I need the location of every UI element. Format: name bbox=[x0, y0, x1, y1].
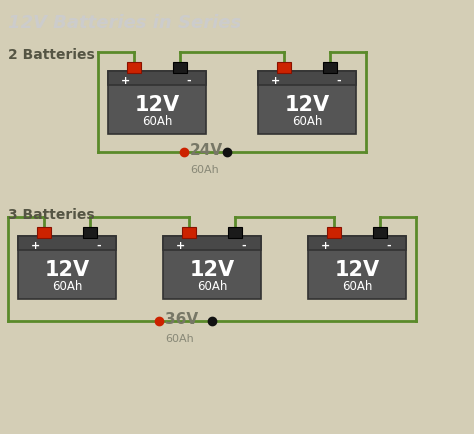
Text: 60Ah: 60Ah bbox=[342, 279, 372, 292]
Bar bbox=[228, 227, 242, 238]
Bar bbox=[308, 237, 406, 299]
Bar bbox=[128, 63, 141, 74]
Text: 60Ah: 60Ah bbox=[165, 333, 194, 343]
Text: 60Ah: 60Ah bbox=[292, 115, 322, 128]
Bar bbox=[322, 63, 337, 74]
Bar bbox=[258, 72, 356, 86]
Text: -: - bbox=[241, 240, 246, 250]
Text: +: + bbox=[31, 240, 40, 250]
Text: -: - bbox=[186, 76, 191, 86]
Bar bbox=[277, 63, 292, 74]
Bar bbox=[108, 72, 206, 135]
Text: 24V: 24V bbox=[190, 143, 223, 158]
Bar bbox=[308, 237, 406, 250]
Bar bbox=[258, 72, 356, 135]
Text: 60Ah: 60Ah bbox=[197, 279, 227, 292]
Text: +: + bbox=[176, 240, 185, 250]
Text: +: + bbox=[121, 76, 130, 86]
Text: 60Ah: 60Ah bbox=[142, 115, 172, 128]
Text: 12V: 12V bbox=[335, 259, 380, 279]
Text: 2 Batteries: 2 Batteries bbox=[8, 48, 95, 62]
Bar bbox=[37, 227, 52, 238]
Bar bbox=[18, 237, 116, 250]
Bar bbox=[82, 227, 97, 238]
Text: 3 Batteries: 3 Batteries bbox=[8, 207, 95, 221]
Text: 12V: 12V bbox=[45, 259, 90, 279]
Bar bbox=[173, 63, 187, 74]
Bar bbox=[163, 237, 261, 299]
Text: -: - bbox=[336, 76, 341, 86]
Text: 12V: 12V bbox=[284, 95, 329, 114]
Text: 60Ah: 60Ah bbox=[52, 279, 82, 292]
Text: +: + bbox=[321, 240, 330, 250]
Text: 12V: 12V bbox=[135, 95, 180, 114]
Bar bbox=[328, 227, 341, 238]
Bar bbox=[108, 72, 206, 86]
Bar bbox=[182, 227, 196, 238]
Text: +: + bbox=[271, 76, 280, 86]
Bar bbox=[163, 237, 261, 250]
Text: 36V: 36V bbox=[165, 312, 198, 327]
Text: 12V: 12V bbox=[190, 259, 235, 279]
Text: 60Ah: 60Ah bbox=[190, 164, 219, 174]
Text: 12V Batteries in Series: 12V Batteries in Series bbox=[8, 14, 241, 32]
Bar bbox=[373, 227, 386, 238]
Bar bbox=[18, 237, 116, 299]
Text: -: - bbox=[386, 240, 391, 250]
Text: -: - bbox=[96, 240, 100, 250]
